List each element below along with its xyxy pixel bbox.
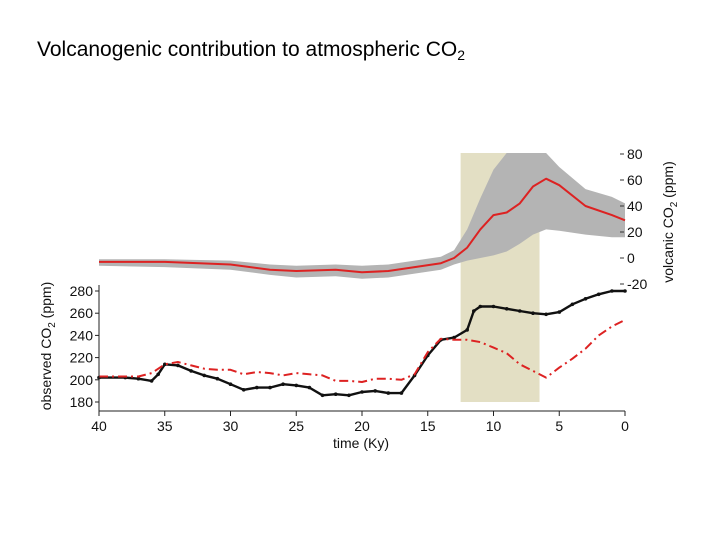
x-tick-label: 35	[157, 418, 173, 434]
observed-point	[504, 307, 509, 311]
right-axis-label-sub: 2	[669, 201, 680, 207]
modeled-series-line	[99, 319, 626, 383]
observed-point	[452, 335, 456, 340]
observed-point	[176, 363, 180, 368]
slide-title-text: Volcanogenic contribution to atmospheric…	[37, 38, 458, 61]
observed-point	[156, 372, 160, 377]
observed-point	[347, 393, 351, 398]
observed-point	[544, 312, 548, 317]
slide-title: Volcanogenic contribution to atmospheric…	[37, 38, 465, 63]
right-tick-label: 80	[627, 146, 643, 162]
observed-point	[373, 389, 378, 393]
right-tick-label: 40	[627, 198, 643, 214]
observed-point	[268, 385, 272, 390]
left-axis-label: observed CO2 (ppm)	[38, 282, 58, 411]
observed-point	[254, 385, 259, 390]
observed-point	[163, 362, 167, 367]
x-tick-label: 20	[354, 418, 370, 434]
observed-point	[228, 382, 233, 387]
observed-series-line	[99, 289, 625, 397]
volcanic-uncertainty-band	[99, 153, 625, 279]
observed-point	[189, 369, 193, 373]
observed-point	[596, 292, 601, 297]
observed-point	[241, 388, 246, 392]
right-tick-label: -20	[627, 276, 647, 292]
observed-point	[518, 309, 522, 313]
right-tick-label: 60	[627, 172, 643, 188]
x-axis-label: time (Ky)	[333, 435, 389, 451]
right-axis-label: volcanic CO2 (ppm)	[660, 161, 680, 282]
observed-point	[294, 383, 299, 388]
left-tick-label: 280	[70, 283, 94, 299]
right-tick-label: 0	[627, 250, 635, 266]
x-tick-label: 0	[621, 418, 629, 434]
x-tick-label: 10	[486, 418, 502, 434]
right-axis-label-main: volcanic CO	[660, 207, 676, 283]
observed-point	[360, 390, 364, 394]
observed-point	[583, 297, 588, 301]
observed-point	[478, 304, 483, 309]
observed-point	[472, 309, 476, 313]
left-axis-label-unit: (ppm)	[38, 282, 54, 322]
observed-point	[136, 376, 141, 381]
x-tick-label: 40	[91, 418, 107, 434]
left-tick-label: 200	[70, 372, 94, 388]
left-tick-label: 240	[70, 327, 94, 343]
observed-point	[202, 373, 206, 378]
observed-point	[215, 376, 220, 381]
right-tick-label: 20	[627, 224, 643, 240]
observed-point	[491, 304, 496, 309]
x-tick-label: 30	[223, 418, 239, 434]
observed-point	[399, 391, 404, 395]
observed-point	[386, 391, 391, 395]
slide-title-subscript: 2	[457, 47, 466, 63]
observed-point	[149, 379, 154, 383]
observed-point	[281, 382, 285, 387]
observed-point	[557, 310, 562, 314]
observed-point	[465, 328, 470, 332]
left-tick-label: 180	[70, 394, 94, 410]
observed-point	[570, 302, 575, 307]
left-tick-label: 220	[70, 350, 94, 366]
volcanic-series-line	[99, 177, 626, 274]
observed-point	[333, 392, 338, 397]
observed-point	[623, 289, 627, 293]
observed-point	[610, 289, 614, 293]
left-tick-label: 260	[70, 305, 94, 321]
x-tick-label: 25	[288, 418, 304, 434]
left-axis-label-main: observed CO	[38, 328, 54, 411]
left-axis-label-sub: 2	[47, 322, 58, 328]
observed-point	[320, 393, 325, 398]
right-axis-label-unit: (ppm)	[660, 161, 676, 201]
observed-point	[307, 385, 312, 390]
observed-point	[531, 311, 535, 316]
x-tick-label: 5	[555, 418, 563, 434]
x-tick-label: 15	[420, 418, 436, 434]
